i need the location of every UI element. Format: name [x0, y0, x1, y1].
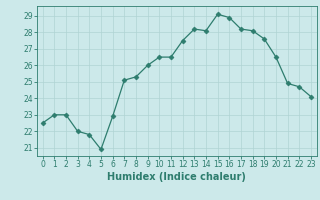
X-axis label: Humidex (Indice chaleur): Humidex (Indice chaleur)	[108, 172, 246, 182]
